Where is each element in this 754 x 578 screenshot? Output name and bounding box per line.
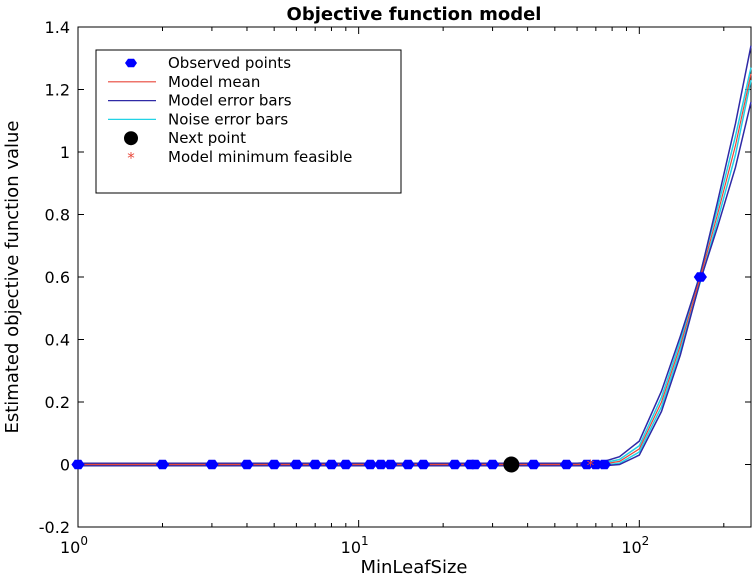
- x-tick-exponent: 1: [361, 534, 369, 548]
- legend-label: Observed points: [168, 54, 291, 72]
- x-tick-label: 100: [60, 534, 88, 557]
- y-axis-label: Estimated objective function value: [2, 121, 23, 434]
- model-minimum-point: *: [587, 457, 595, 475]
- y-tick-label: 1.2: [45, 81, 70, 100]
- observed-point: [468, 459, 482, 470]
- observed-point: [448, 459, 462, 470]
- legend-marker-observed: [125, 58, 137, 68]
- series-line: [78, 45, 752, 465]
- x-tick-base: 10: [60, 538, 80, 557]
- legend-box: [95, 49, 402, 194]
- legend-label: Noise error bars: [168, 110, 288, 128]
- y-tick-label: 0: [60, 456, 70, 475]
- x-tick-label: 101: [341, 534, 369, 557]
- chart-title: Objective function model: [287, 4, 542, 25]
- marker-layer: *: [71, 272, 707, 475]
- y-axis-ticks: -0.2 0 0.2 0.4 0.6 0.8 1 1.2 1.4: [39, 18, 751, 537]
- observed-point: [401, 459, 415, 470]
- y-tick-label: 0.4: [45, 331, 70, 350]
- y-tick-label: 0.8: [45, 206, 70, 225]
- legend-label: Next point: [168, 129, 246, 147]
- y-tick-label: 0.6: [45, 268, 70, 287]
- series-line: [78, 73, 752, 466]
- x-tick-base: 10: [341, 538, 361, 557]
- observed-point: [324, 459, 339, 470]
- x-tick-exponent: 0: [80, 534, 88, 548]
- x-axis-ticks: 100 101 102: [60, 27, 725, 557]
- series-layer: [78, 45, 752, 467]
- legend-label: Model error bars: [168, 92, 292, 110]
- observed-point: [693, 272, 707, 282]
- observed-point: [308, 459, 322, 470]
- observed-point: [526, 459, 541, 470]
- x-tick-base: 10: [621, 538, 641, 557]
- observed-point: [289, 459, 304, 470]
- observed-point: [71, 459, 85, 470]
- x-tick-label: 102: [621, 534, 649, 557]
- y-tick-label: 1.4: [45, 18, 70, 37]
- observed-point: [559, 459, 574, 470]
- legend-marker-next-point: [124, 131, 138, 146]
- observed-point: [485, 459, 500, 470]
- y-tick-label: -0.2: [39, 518, 70, 537]
- series-line: [78, 101, 752, 467]
- legend-label: Model minimum feasible: [168, 148, 352, 166]
- observed-point: [384, 459, 398, 470]
- legend-label: Model mean: [168, 73, 260, 91]
- y-tick-label: 1: [60, 143, 70, 162]
- observed-point: [205, 459, 219, 470]
- legend-marker-star: *: [127, 149, 135, 167]
- observed-point: [155, 459, 170, 470]
- observed-point: [267, 459, 281, 470]
- next-point: [503, 456, 520, 473]
- observed-point: [416, 459, 430, 470]
- observed-point: [240, 459, 254, 470]
- x-tick-exponent: 2: [642, 534, 650, 548]
- y-tick-label: 0.2: [45, 393, 70, 412]
- observed-point: [339, 459, 353, 470]
- x-axis-label: MinLeafSize: [360, 557, 467, 578]
- observed-point: [597, 459, 611, 470]
